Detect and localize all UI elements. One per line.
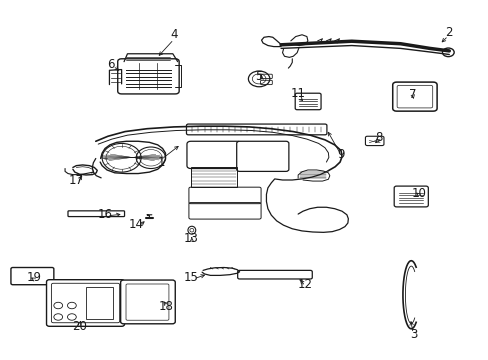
FancyBboxPatch shape [392,82,436,111]
FancyBboxPatch shape [365,136,383,145]
Text: 9: 9 [337,148,344,161]
Text: 16: 16 [98,208,113,221]
Text: 14: 14 [128,218,143,231]
Ellipse shape [187,226,195,234]
Text: 4: 4 [170,28,177,41]
Bar [86,287,113,319]
FancyBboxPatch shape [393,186,427,207]
FancyBboxPatch shape [295,93,321,110]
Text: 2: 2 [445,27,452,40]
Text: 1: 1 [158,156,165,169]
FancyBboxPatch shape [46,280,124,326]
Text: 12: 12 [297,278,312,291]
Text: 15: 15 [183,271,198,284]
FancyBboxPatch shape [121,280,175,324]
Text: 8: 8 [374,131,382,144]
Text: 11: 11 [290,87,305,100]
FancyBboxPatch shape [237,270,312,279]
FancyBboxPatch shape [236,141,288,171]
Text: 18: 18 [159,300,174,313]
Text: 20: 20 [72,320,87,333]
Text: 5: 5 [255,69,262,82]
Text: 13: 13 [183,231,198,244]
Text: 6: 6 [106,58,114,71]
Text: 3: 3 [409,328,417,341]
Text: 19: 19 [26,271,41,284]
FancyBboxPatch shape [68,211,124,217]
Text: 10: 10 [411,187,426,200]
FancyBboxPatch shape [118,59,179,94]
Circle shape [221,157,224,159]
FancyBboxPatch shape [11,267,54,285]
Bar [190,167,237,187]
FancyBboxPatch shape [186,141,241,168]
Text: 7: 7 [408,88,416,101]
FancyBboxPatch shape [186,124,326,135]
Text: 17: 17 [69,174,83,187]
